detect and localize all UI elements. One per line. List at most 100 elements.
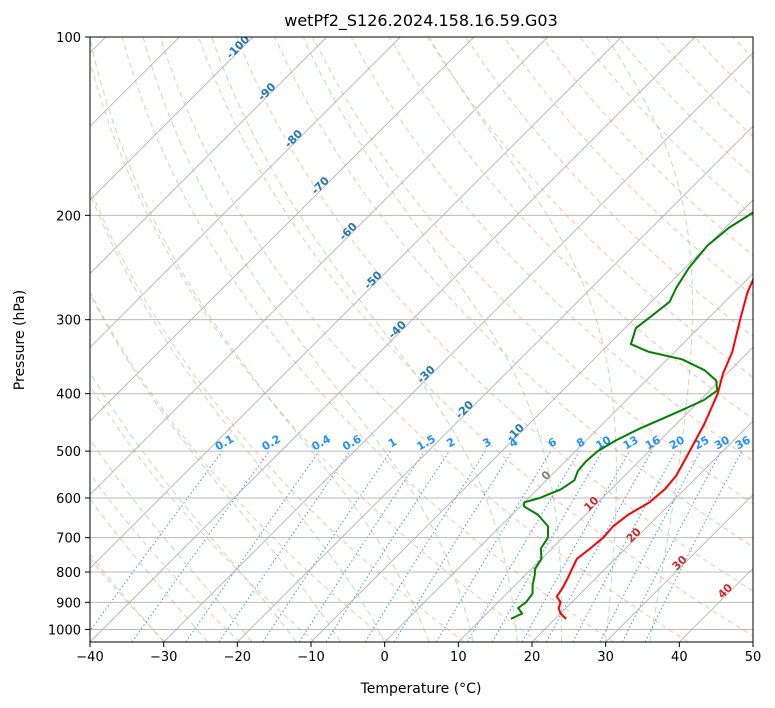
isotherm-line [678,567,753,642]
dry-adiabat-line [90,384,316,642]
moist-adiabat-label: -60 [337,220,360,243]
axes: −40 −30 −20 −10 0 10 20 30 40 5010020030040050060… [48,31,761,665]
dewpoint-profile-line [510,211,753,620]
dry-adiabat-line [236,37,753,592]
moist-adiabat-line [90,438,253,642]
dry-adiabat-line [90,291,390,642]
mixing-ratio-line [572,450,677,642]
dry-adiabat-line [90,186,465,642]
moist-adiabat-label: -20 [453,398,476,421]
moist-adiabat-line [90,371,297,642]
mixing-ratio-label: 2 [444,435,457,450]
mixing-ratio-line [467,450,580,642]
dry-adiabat-line [465,37,753,338]
mixing-ratio-label: 3 [480,435,493,450]
x-axis-label: Temperature (°C) [360,681,482,697]
isotherm-line [90,37,401,349]
mixing-ratio-line [599,450,701,642]
mixing-ratio-line [435,450,552,642]
x-tick-label: 50 [745,650,762,665]
dry-adiabat-label: 20 [624,525,644,545]
dry-adiabat-label: 10 [581,494,601,514]
dry-adiabat-line [656,37,753,138]
dry-adiabat-line [159,37,689,642]
dry-adiabat-line [90,557,166,642]
y-tick-label: 600 [56,492,81,507]
dry-adiabat-line [732,37,753,59]
moist-adiabat-line [211,37,518,642]
mixing-ratio-label: 16 [643,433,663,452]
dry-adiabat-line [541,37,753,257]
y-tick-label: 500 [56,445,81,460]
isotherm-line [236,125,753,642]
dry-adiabat-line [90,472,241,642]
moist-adiabat-line [606,37,693,642]
mixing-ratio-label: 0.1 [213,432,236,453]
x-tick-label: 30 [597,650,614,665]
dry-adiabat-line [121,37,614,642]
isotherm-line [457,346,753,642]
mixing-ratio-label: 8 [574,435,587,450]
moist-adiabat-line [142,37,474,642]
dry-adiabat-line [771,37,775,642]
mixing-ratio-line [218,450,351,642]
mixing-ratio-label: 6 [546,435,559,450]
dry-adiabat-line [388,37,753,420]
moist-adiabat-line [90,192,386,642]
moist-adiabat-line [90,37,430,642]
moist-adiabat-label: -30 [415,363,438,386]
y-tick-label: 800 [56,566,81,581]
moist-adiabat-label: -90 [255,80,278,103]
dry-adiabat-line [426,37,753,378]
mixing-ratio-label: 0.2 [260,432,283,453]
dry-adiabat-line [350,37,753,462]
isotherm-line [163,51,753,642]
isotherm-line [90,37,475,422]
y-tick-label: 100 [56,31,81,46]
mixing-ratio-line [90,450,223,632]
y-tick-label: 900 [56,596,81,611]
mixing-ratio-line [545,450,653,642]
mixing-ratio-label: 30 [712,433,732,452]
mixing-ratio-line [262,450,392,642]
y-axis-label: Pressure (hPa) [12,290,28,390]
isotherm-line [90,37,622,570]
moist-adiabat-label: -80 [282,127,305,150]
dry-adiabat-line [274,37,753,548]
dry-adiabat-label: 30 [670,553,690,573]
mixing-ratio-line [521,450,630,642]
isotherm-line [90,37,254,201]
isotherm-line [605,493,753,642]
mixing-ratio-label: 1.5 [414,432,437,453]
mixing-ratio-line [185,450,320,642]
mixing-ratio-label: 20 [667,433,687,452]
isotherm-line [90,37,549,496]
y-tick-label: 300 [56,314,81,329]
dry-adiabat-line [90,59,540,642]
y-tick-label: 1000 [48,623,81,638]
dry-adiabat-line [312,37,753,505]
chart-title: wetPf2_S126.2024.158.16.59.G03 [284,11,558,31]
isotherm-line [90,37,328,275]
x-tick-label: −30 [150,650,177,665]
isotherm-line [384,272,753,642]
x-tick-label: −40 [76,650,103,665]
moist-adiabat-line [302,37,563,642]
moist-adiabat-line [90,293,341,642]
moist-adiabat-line [90,498,209,642]
dry-adiabat-label: 40 [715,581,735,601]
x-tick-label: 20 [524,650,541,665]
dry-adiabat-line [503,37,753,297]
mixing-ratio-line [325,450,450,642]
y-tick-label: 200 [56,209,81,224]
moist-adiabat-line [90,553,165,642]
plot-area: 0.1 0.2 0.4 0.6 1 1.5 2 3 4 6 8 10 13 16 20 25 30 36-100-… [90,37,775,642]
x-tick-label: 40 [671,650,688,665]
mixing-ratio-line [364,450,486,642]
isotherm-line [752,641,753,642]
y-tick-label: 700 [56,532,81,547]
mixing-ratio-line [644,450,743,642]
mixing-ratio-line [393,450,513,642]
temperature-profile-line [555,277,753,620]
